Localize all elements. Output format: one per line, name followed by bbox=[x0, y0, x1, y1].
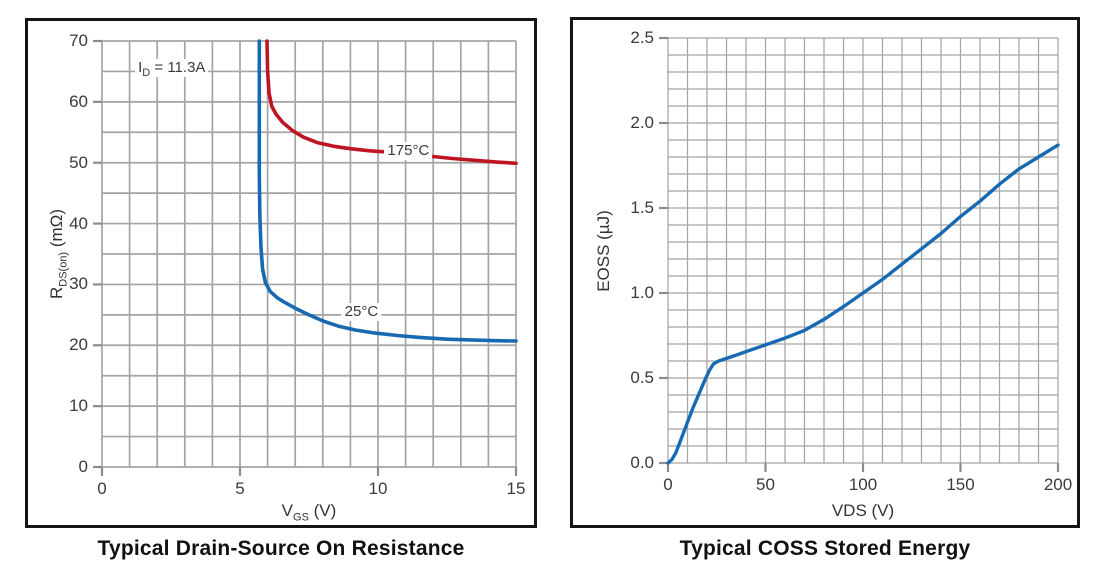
x-tick-label: 0 bbox=[97, 479, 107, 498]
y-tick-label: 1.5 bbox=[630, 198, 654, 217]
eoss-x-axis-label: VDS (V) bbox=[831, 501, 895, 520]
drain-current-annotation: ID = 11.3A bbox=[135, 58, 209, 78]
series-label-25C: 25°C bbox=[341, 303, 382, 322]
eoss-y-axis-label-text: EOSS (µJ) bbox=[594, 209, 613, 292]
eoss-chart-title: Typical COSS Stored Energy bbox=[679, 537, 971, 560]
y-tick-label: 1.0 bbox=[630, 283, 654, 302]
eoss-plot-area: 0 50 100 150 200 0.0 0.5 1.0 1.5 2.0 2.5 bbox=[630, 28, 1072, 494]
x-tick-label: 10 bbox=[368, 479, 388, 498]
y-tick-label: 2.0 bbox=[630, 113, 654, 132]
chart-grid-and-curves bbox=[659, 36, 1060, 472]
y-tick-label: 50 bbox=[69, 152, 88, 172]
rdson-plot-area: 0 5 10 15 0 10 20 30 40 50 60 70 25°C 175°C ID = 11.3A bbox=[69, 31, 525, 498]
y-tick-label: 10 bbox=[69, 396, 88, 416]
y-tick-label: 0 bbox=[78, 457, 88, 476]
series-label-175C: 175°C bbox=[384, 142, 433, 161]
eoss-y-axis-label: EOSS (µJ) bbox=[587, 38, 621, 463]
y-tick-label: 0.0 bbox=[630, 453, 654, 472]
y-tick-label: 2.5 bbox=[630, 28, 654, 47]
y-tick-label: 40 bbox=[69, 213, 88, 233]
rdson-chart-title: Typical Drain-Source On Resistance bbox=[97, 537, 465, 560]
eoss-chart-panel: EOSS (µJ) 0 50 100 150 200 0.0 0.5 1.0 1.5 2.0 2.5… bbox=[570, 17, 1080, 528]
chart-grid-and-curves bbox=[93, 39, 518, 476]
y-tick-label: 60 bbox=[69, 91, 88, 111]
x-tick-label: 5 bbox=[235, 479, 245, 498]
y-tick-label: 20 bbox=[69, 335, 88, 355]
rdson-x-axis-label: VGS (V) bbox=[281, 501, 337, 524]
x-tick-label: 200 bbox=[1043, 475, 1073, 494]
x-tick-label: 15 bbox=[506, 479, 526, 498]
x-tick-label: 0 bbox=[663, 475, 673, 494]
y-tick-label: 0.5 bbox=[630, 368, 654, 387]
x-tick-label: 150 bbox=[946, 475, 975, 494]
y-tick-label: 70 bbox=[69, 31, 88, 50]
y-tick-label: 30 bbox=[69, 274, 88, 294]
x-tick-label: 100 bbox=[848, 475, 878, 494]
rdson-chart-panel: RDS(on) (mΩ) 0 5 10 15 0 10 20 30 40 50 60 70 25°C 17… bbox=[25, 18, 537, 528]
x-tick-label: 50 bbox=[756, 475, 775, 494]
